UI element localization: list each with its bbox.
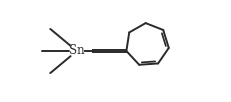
Text: Sn: Sn [69,44,84,58]
